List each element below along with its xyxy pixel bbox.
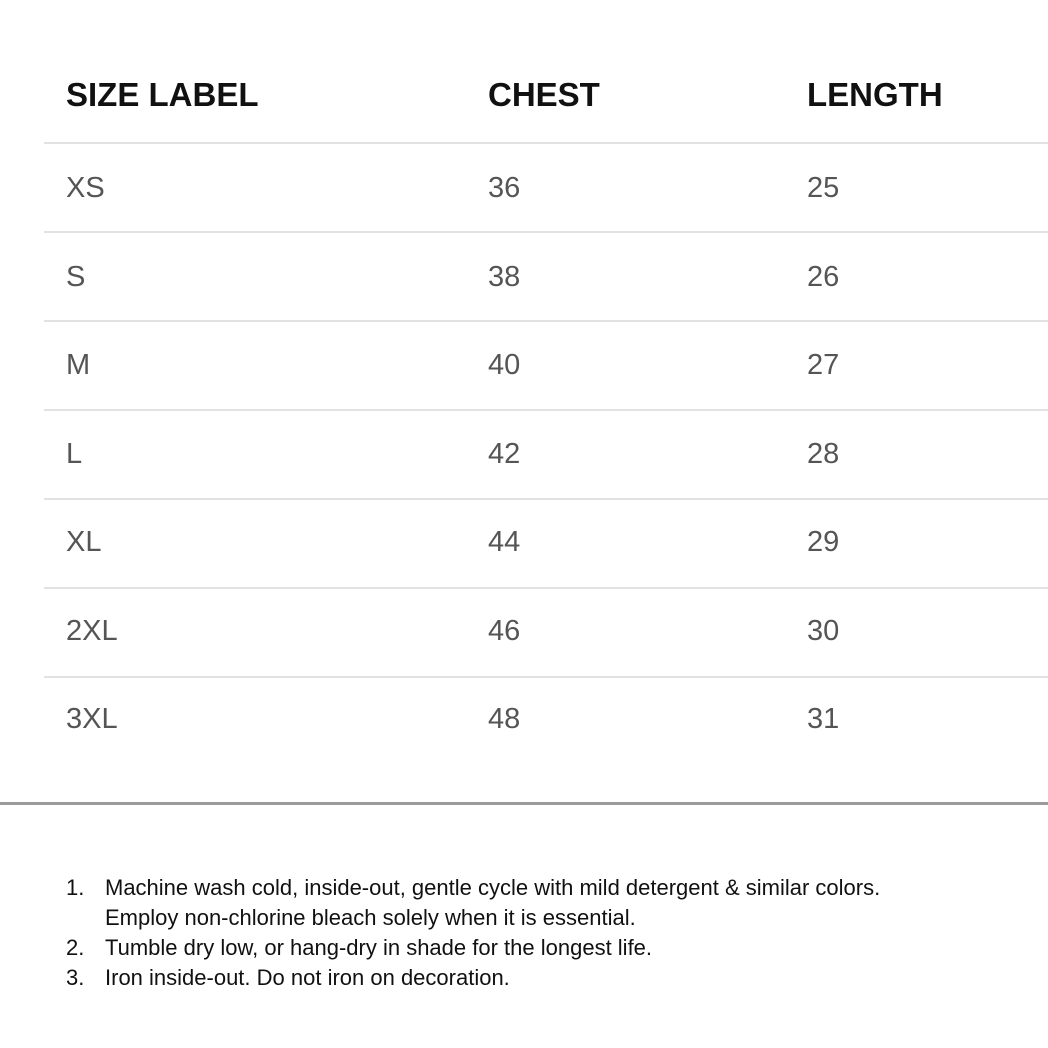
cell-chest: 40 — [488, 349, 521, 381]
care-instruction-item: 3. Iron inside-out. Do not iron on decora… — [66, 963, 880, 993]
list-number: 3. — [66, 965, 85, 990]
header-size-label: SIZE LABEL — [66, 76, 259, 113]
cell-length: 26 — [807, 260, 840, 293]
row-divider — [44, 320, 1048, 322]
instruction-text: Employ non-chlorine bleach solely when i… — [105, 905, 636, 930]
care-instruction-item: 1. Machine wash cold, inside-out, gentle … — [66, 873, 880, 933]
cell-length: 25 — [807, 172, 840, 204]
cell-length: 30 — [807, 614, 840, 647]
instruction-text: Machine wash cold, inside-out, gentle cy… — [105, 875, 881, 900]
row-divider — [44, 231, 1048, 233]
cell-chest: 44 — [488, 526, 521, 558]
section-divider — [0, 802, 1048, 805]
cell-size: 2XL — [66, 614, 118, 647]
list-number: 2. — [66, 935, 85, 960]
cell-size: 3XL — [66, 703, 118, 735]
row-divider — [44, 587, 1048, 589]
cell-size: S — [66, 260, 86, 293]
cell-size: XS — [66, 172, 105, 204]
cell-length: 29 — [807, 526, 840, 558]
header-length: LENGTH — [807, 76, 943, 113]
row-divider — [44, 676, 1048, 678]
row-divider — [44, 142, 1048, 144]
instruction-text: Tumble dry low, or hang-dry in shade for… — [105, 935, 653, 960]
cell-size: XL — [66, 526, 102, 558]
cell-size: L — [66, 437, 83, 470]
row-divider — [44, 498, 1048, 500]
cell-length: 31 — [807, 703, 840, 735]
cell-chest: 46 — [488, 614, 521, 647]
list-number: 1. — [66, 875, 85, 900]
cell-chest: 42 — [488, 437, 521, 470]
care-instruction-item: 2. Tumble dry low, or hang-dry in shade f… — [66, 933, 880, 963]
cell-chest: 38 — [488, 260, 521, 293]
cell-size: M — [66, 349, 91, 381]
cell-chest: 48 — [488, 703, 521, 735]
cell-chest: 36 — [488, 172, 521, 204]
cell-length: 27 — [807, 349, 840, 381]
care-instructions-list: 1. Machine wash cold, inside-out, gentle … — [66, 873, 880, 993]
instruction-text: Iron inside-out. Do not iron on decorati… — [105, 965, 510, 990]
cell-length: 28 — [807, 437, 840, 470]
header-chest: CHEST — [488, 76, 600, 113]
row-divider — [44, 409, 1048, 411]
